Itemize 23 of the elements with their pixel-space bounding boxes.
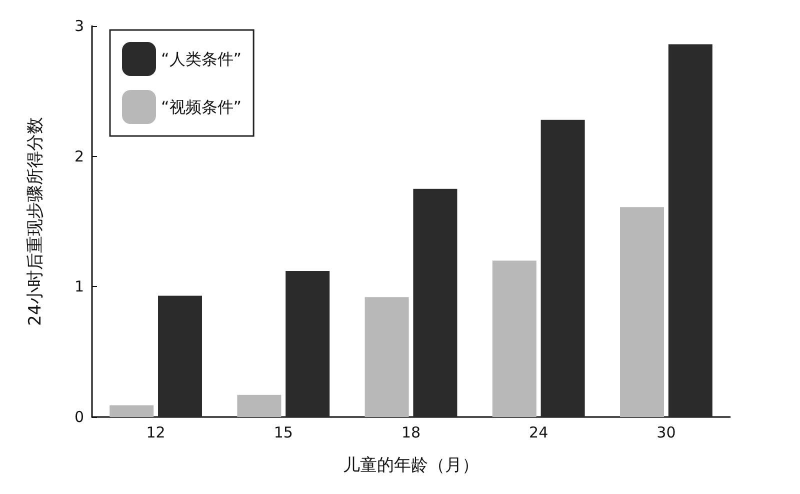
x-tick-label: 15: [274, 424, 293, 442]
x-tick-label: 18: [401, 424, 421, 442]
x-axis-title: 儿童的年龄（月）: [343, 456, 479, 476]
y-tick-label: 3: [74, 17, 84, 35]
x-tick-label: 24: [529, 424, 548, 442]
x-tick-label: 12: [146, 424, 166, 442]
y-tick-label: 0: [74, 408, 84, 426]
y-tick-label: 2: [74, 147, 84, 166]
bar: [110, 405, 154, 417]
legend-label: “人类条件”: [161, 50, 242, 68]
bar: [492, 260, 536, 417]
bar: [620, 207, 664, 417]
bar: [413, 188, 458, 417]
legend-label: “视频条件”: [161, 98, 242, 116]
y-axis-title: 24小时后重现步骤所得分数: [26, 117, 46, 326]
y-tick-label: 1: [74, 278, 84, 296]
bar: [668, 44, 712, 417]
bar: [237, 394, 282, 417]
x-tick-label: 30: [656, 424, 676, 442]
bar: [364, 297, 409, 417]
bar: [286, 271, 330, 417]
bar: [540, 120, 585, 417]
bar: [158, 296, 202, 417]
